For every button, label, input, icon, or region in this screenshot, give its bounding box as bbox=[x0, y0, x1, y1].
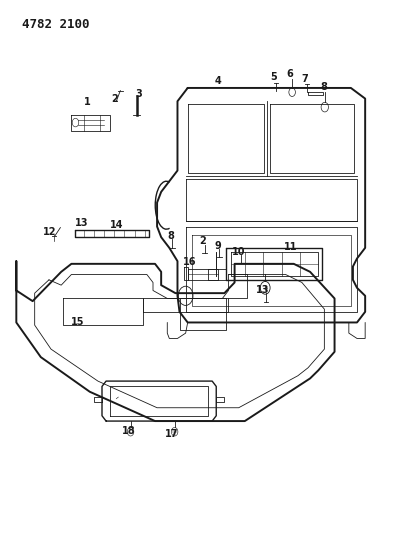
Text: 13: 13 bbox=[75, 218, 89, 228]
Text: 12: 12 bbox=[43, 227, 57, 237]
Text: 11: 11 bbox=[284, 243, 297, 252]
Text: 10: 10 bbox=[232, 247, 246, 256]
Text: 17: 17 bbox=[164, 430, 178, 439]
Text: 15: 15 bbox=[71, 318, 84, 327]
Text: 14: 14 bbox=[109, 221, 123, 230]
Text: 8: 8 bbox=[321, 83, 327, 92]
Text: 3: 3 bbox=[135, 90, 142, 99]
Text: 7: 7 bbox=[302, 75, 308, 84]
Text: 5: 5 bbox=[270, 72, 277, 82]
Text: 13: 13 bbox=[256, 286, 270, 295]
Text: 2: 2 bbox=[111, 94, 118, 103]
Text: 1: 1 bbox=[84, 98, 91, 107]
Text: 6: 6 bbox=[286, 69, 293, 78]
Text: 2: 2 bbox=[200, 237, 206, 246]
Text: 16: 16 bbox=[183, 257, 197, 267]
Text: 8: 8 bbox=[167, 231, 174, 241]
Text: 9: 9 bbox=[214, 241, 221, 251]
Text: 4: 4 bbox=[215, 76, 222, 86]
Text: 4782 2100: 4782 2100 bbox=[22, 18, 90, 31]
Text: 18: 18 bbox=[122, 426, 135, 435]
